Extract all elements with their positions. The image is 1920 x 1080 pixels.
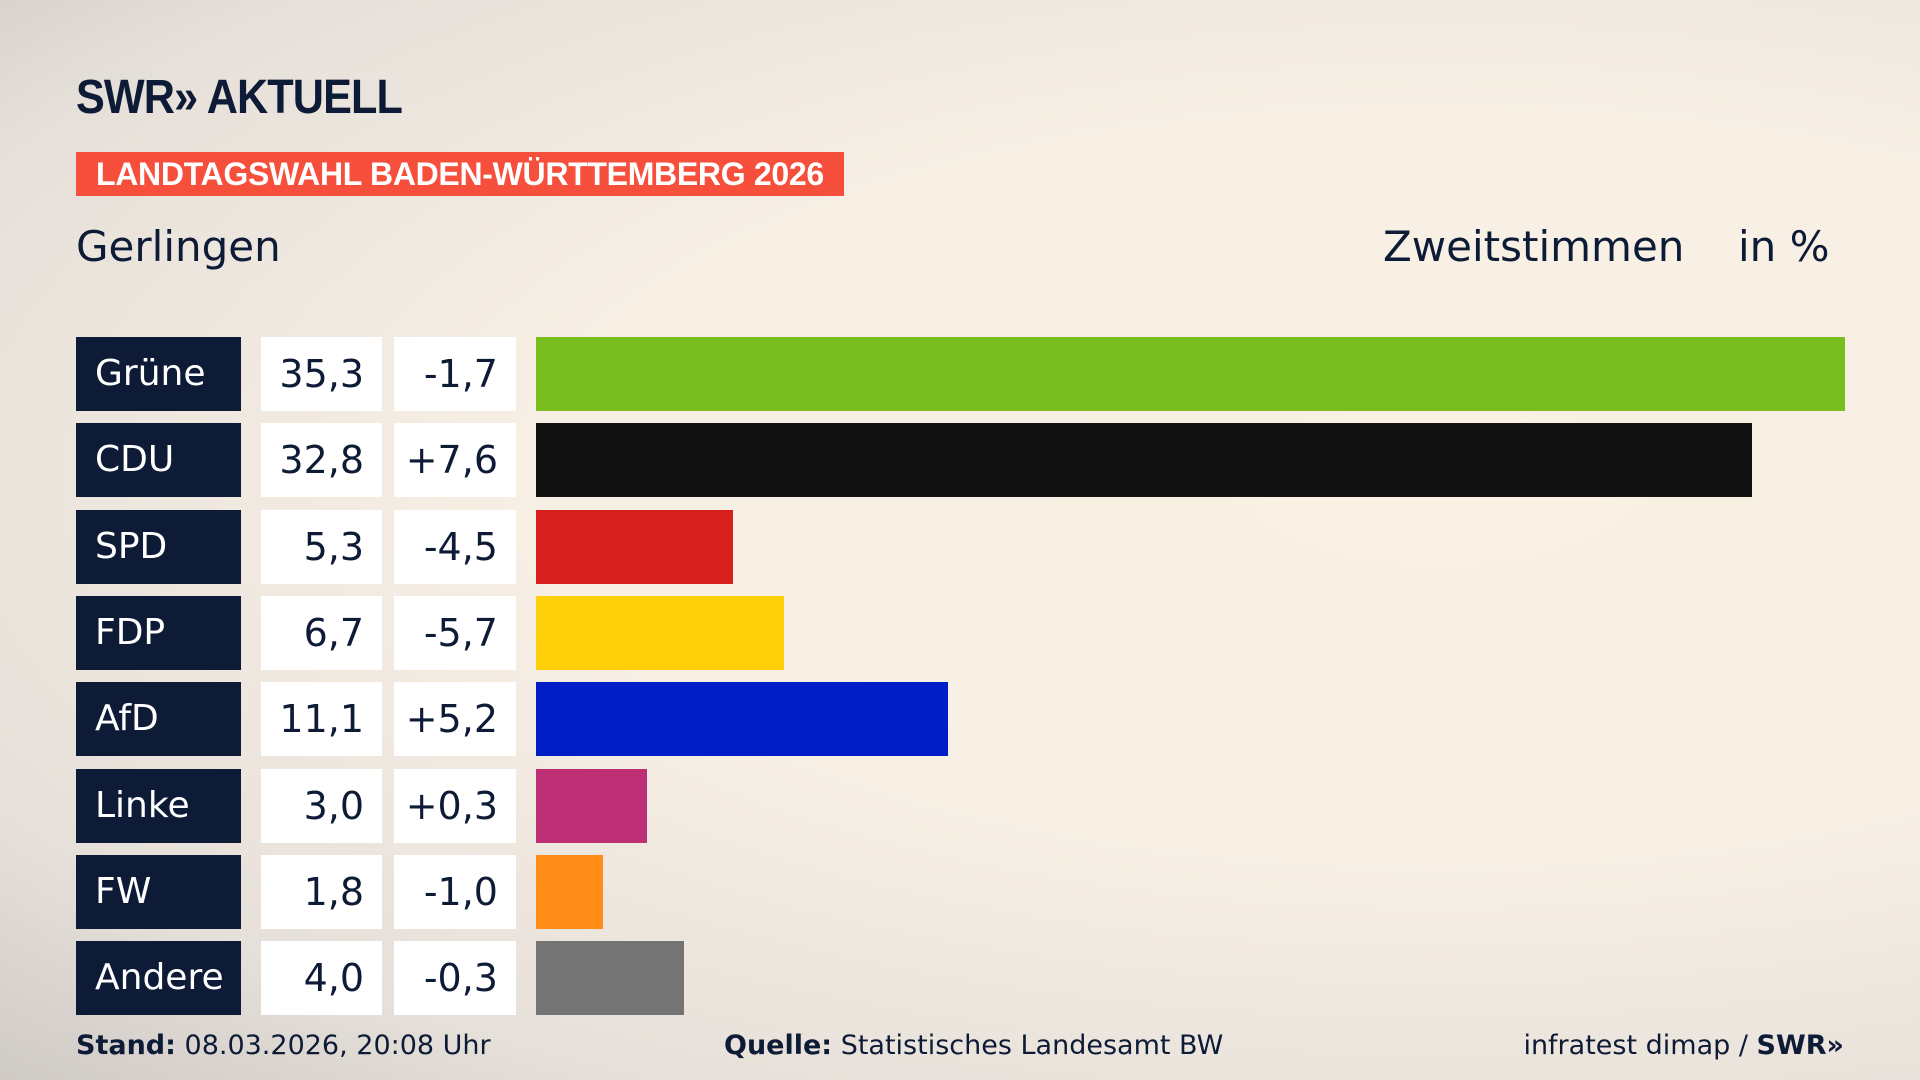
party-label: AfD xyxy=(76,682,241,757)
quelle-label: Quelle: xyxy=(724,1030,833,1061)
measure-label: Zweitstimmen xyxy=(1383,222,1685,271)
party-label: CDU xyxy=(76,423,241,498)
stand-text: Stand: 08.03.2026, 20:08 Uhr xyxy=(76,1030,491,1061)
bar-fdp xyxy=(536,595,785,670)
stand-label: Stand: xyxy=(76,1030,176,1061)
vote-share: 5,3 xyxy=(261,509,382,584)
credit-source: infratest dimap / xyxy=(1523,1030,1757,1061)
vote-change: -1,0 xyxy=(394,854,516,929)
bar-andere xyxy=(536,941,685,1016)
vote-change: -0,3 xyxy=(394,941,516,1016)
bar-fw xyxy=(536,854,603,929)
quelle-value: Statistisches Landesamt BW xyxy=(840,1030,1224,1061)
vote-share: 3,0 xyxy=(261,768,382,843)
vote-share: 1,8 xyxy=(261,854,382,929)
vote-change: -5,7 xyxy=(394,595,516,670)
election-banner: LANDTAGSWAHL BADEN-WÜRTTEMBERG 2026 xyxy=(76,152,844,196)
vote-share: 35,3 xyxy=(261,337,382,411)
bar-linke xyxy=(536,768,648,843)
swr-small-logo: SWR» xyxy=(1756,1030,1844,1061)
vote-change: -4,5 xyxy=(394,509,516,584)
unit-label: in % xyxy=(1738,222,1830,271)
vote-change: +7,6 xyxy=(394,423,516,498)
vote-change: +5,2 xyxy=(394,682,516,757)
vote-share: 32,8 xyxy=(261,423,382,498)
bar-spd xyxy=(536,509,733,584)
party-label: SPD xyxy=(76,509,241,584)
swr-aktuell-logo: SWR» AKTUELL xyxy=(76,71,403,124)
bar-grüne xyxy=(536,337,1845,411)
credit-text: infratest dimap / SWR» xyxy=(1523,1030,1844,1061)
stand-value: 08.03.2026, 20:08 Uhr xyxy=(184,1030,491,1061)
party-label: Grüne xyxy=(76,337,241,411)
party-label: FW xyxy=(76,854,241,929)
bar-cdu xyxy=(536,423,1753,498)
party-label: FDP xyxy=(76,595,241,670)
region-title: Gerlingen xyxy=(76,222,281,271)
vote-share: 11,1 xyxy=(261,682,382,757)
vote-change: -1,7 xyxy=(394,337,516,411)
party-label: Andere xyxy=(76,941,241,1016)
quelle-text: Quelle: Statistisches Landesamt BW xyxy=(724,1030,1223,1061)
vote-change: +0,3 xyxy=(394,768,516,843)
vote-share: 6,7 xyxy=(261,595,382,670)
party-label: Linke xyxy=(76,768,241,843)
vote-share: 4,0 xyxy=(261,941,382,1016)
bar-afd xyxy=(536,682,948,757)
